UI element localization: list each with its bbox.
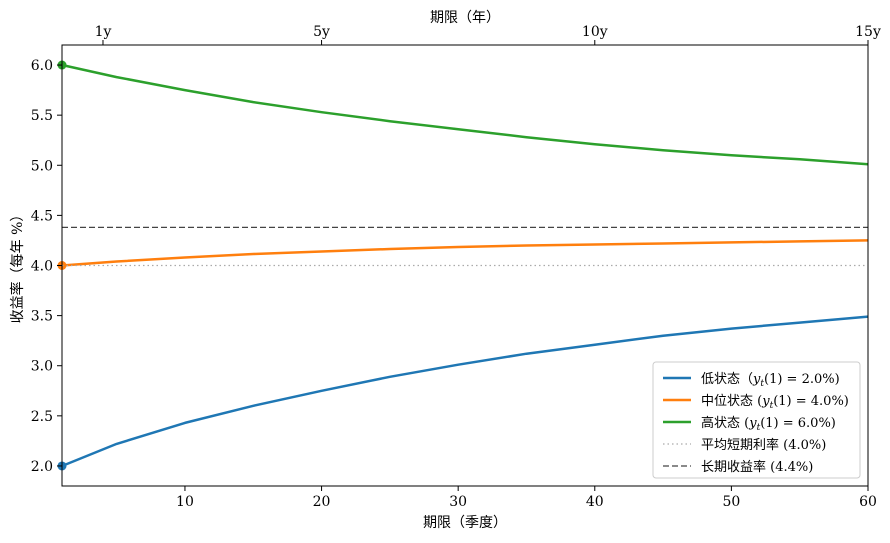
- legend-box: [652, 361, 861, 479]
- legend-label-2: 高状态 (yt(1) = 6.0%): [701, 415, 836, 433]
- legend-label-prefix-1: 中位状态 (: [701, 394, 762, 409]
- top-tick-label-2: 10y: [582, 24, 608, 40]
- series-line-2: [61, 63, 869, 166]
- axis-ticks: 10 20 30 40 50 60 2.0 2.5 3.0 3.5 4.0 4.5 5.0 5.5 6.0 1…: [31, 24, 881, 510]
- y-tick-label-0: 2.0: [31, 459, 53, 475]
- y-tick-label-2: 3.0: [31, 359, 53, 375]
- x-tick-label-4: 50: [722, 494, 740, 510]
- y-tick-label-1: 2.5: [31, 409, 53, 425]
- plot-marks: [57, 60, 869, 471]
- legend-label-suffix-2: (1) = 6.0%): [760, 416, 836, 431]
- legend-label-prefix-0: 低状态（: [701, 372, 753, 387]
- x-tick-label-3: 40: [586, 494, 604, 510]
- legend-label-sub-0: t: [760, 379, 764, 389]
- y-tick-label-8: 6.0: [31, 58, 53, 74]
- legend-label-y-2: y: [748, 416, 757, 431]
- legend-label-0: 低状态（yt(1) = 2.0%): [701, 372, 840, 389]
- y-tick-label-7: 5.5: [31, 108, 53, 124]
- y-axis-label: 收益率（每年 %）: [9, 208, 26, 324]
- x-tick-label-2: 30: [449, 494, 467, 510]
- legend-label-y-1: y: [761, 394, 770, 409]
- y-tick-label-4: 4.0: [31, 259, 53, 275]
- x-tick-label-1: 20: [313, 494, 331, 510]
- legend-label-3: 平均短期利率 (4.0%): [701, 437, 826, 453]
- series-line-1: [61, 239, 869, 267]
- legend-label-1: 中位状态 (yt(1) = 4.0%): [701, 394, 849, 411]
- legend-label-suffix-1: (1) = 4.0%): [773, 394, 849, 409]
- top-tick-label-3: 15y: [855, 24, 881, 40]
- y-tick-label-6: 5.0: [31, 158, 53, 174]
- series-line-0: [61, 315, 869, 468]
- legend-label-sub-1: t: [770, 401, 774, 411]
- x-tick-label-0: 10: [176, 494, 194, 510]
- x-tick-label-5: 60: [859, 494, 877, 510]
- plot-frame: [61, 44, 869, 487]
- x-axis-label: 期限（季度）: [423, 515, 507, 531]
- top-tick-label-0: 1y: [95, 24, 112, 40]
- top-axis-label: 期限（年）: [430, 10, 500, 26]
- legend-label-4: 长期收益率 (4.4%): [701, 459, 813, 475]
- legend-label-prefix-2: 高状态 (: [701, 415, 749, 431]
- legend: 低状态（yt(1) = 2.0%)中位状态 (yt(1) = 4.0%)高状态 …: [652, 361, 861, 479]
- y-tick-label-5: 4.5: [31, 208, 53, 224]
- top-tick-label-1: 5y: [313, 24, 330, 40]
- legend-label-y-0: y: [752, 372, 761, 387]
- y-tick-label-3: 3.5: [31, 309, 53, 325]
- legend-label-sub-2: t: [757, 423, 761, 433]
- legend-label-suffix-0: (1) = 2.0%): [764, 372, 840, 387]
